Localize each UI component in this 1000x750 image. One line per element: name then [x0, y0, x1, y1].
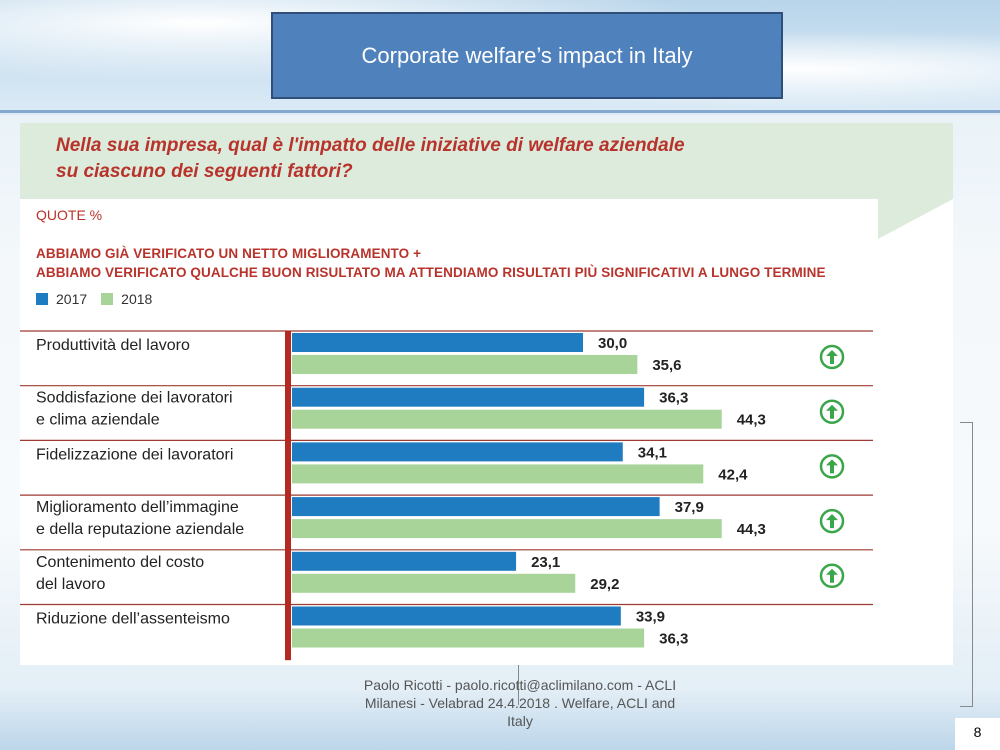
- header-divider: [0, 110, 1000, 113]
- legend-swatch-2017: [36, 293, 48, 305]
- chart-legend: 2017 2018: [36, 291, 166, 307]
- side-bracket: [960, 422, 973, 707]
- slide-title: Corporate welfare’s impact in Italy: [361, 42, 693, 68]
- legend-item-2017: 2017: [36, 291, 87, 307]
- page-number: 8: [955, 718, 1000, 750]
- subtitle-line-1: ABBIAMO GIÀ VERIFICATO UN NETTO MIGLIORA…: [36, 246, 422, 261]
- legend-label-2017: 2017: [56, 291, 88, 307]
- speech-notch: [878, 199, 953, 239]
- legend-label-2018: 2018: [121, 291, 153, 307]
- slide-footer: Paolo Ricotti - paolo.ricotti@aclimilano…: [363, 677, 677, 729]
- footer-divider: [518, 665, 519, 705]
- question-line-2: su ciascuno dei seguenti fattori?: [56, 161, 353, 182]
- chart-subtitle: ABBIAMO GIÀ VERIFICATO UN NETTO MIGLIORA…: [36, 244, 826, 282]
- question-banner: Nella sua impresa, qual è l'impatto dell…: [20, 123, 953, 199]
- question-line-1: Nella sua impresa, qual è l'impatto dell…: [56, 135, 685, 156]
- question-text: Nella sua impresa, qual è l'impatto dell…: [56, 133, 685, 185]
- units-label: QUOTE %: [36, 207, 103, 223]
- slide-title-box: Corporate welfare’s impact in Italy: [271, 12, 783, 99]
- subtitle-line-2: ABBIAMO VERIFICATO QUALCHE BUON RISULTAT…: [36, 265, 826, 280]
- chart-panel: [20, 123, 953, 665]
- legend-swatch-2018: [101, 293, 114, 305]
- legend-item-2018: 2018: [101, 291, 152, 307]
